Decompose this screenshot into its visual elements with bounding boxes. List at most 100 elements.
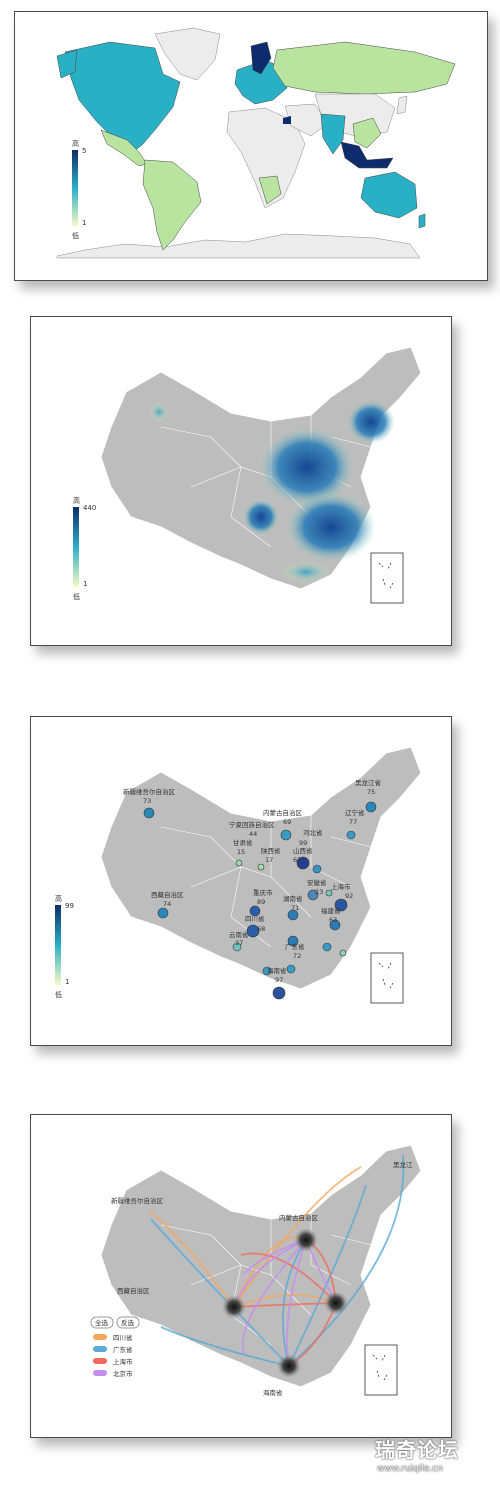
region-southern-africa[interactable] — [258, 175, 282, 205]
map-label: 新疆维吾尔自治区 — [111, 1196, 164, 1205]
map-label: 海南省 — [263, 1388, 283, 1397]
region-value: 37 — [235, 939, 243, 947]
region-central-america[interactable] — [100, 129, 148, 167]
legend-swatch — [93, 1370, 107, 1376]
flow-line-sichuan[interactable] — [148, 1210, 235, 1308]
bubble[interactable] — [334, 898, 348, 912]
bubble[interactable] — [257, 863, 265, 871]
map-label: 内蒙古自治区 — [279, 1213, 319, 1222]
bubble[interactable] — [346, 830, 356, 840]
bubble[interactable] — [272, 986, 286, 1000]
region-indonesia[interactable] — [340, 141, 394, 169]
hub-beijing[interactable] — [294, 1228, 318, 1252]
region-scandinavia[interactable] — [250, 41, 272, 75]
legend-high-value: 440 — [83, 504, 96, 512]
heat-blob-south — [280, 560, 332, 584]
flow-line-guangdong[interactable] — [288, 1184, 367, 1367]
region-label: 西藏自治区 — [151, 890, 184, 899]
bubble[interactable] — [296, 856, 310, 870]
hubs — [222, 1228, 348, 1378]
region-value: 15 — [237, 848, 245, 856]
bubble[interactable] — [312, 864, 322, 874]
region-southeast-asia[interactable] — [352, 117, 382, 149]
bubble[interactable] — [325, 889, 333, 897]
heat-blob-northeast — [347, 400, 395, 444]
region-south-america[interactable] — [142, 159, 202, 251]
region-alaska[interactable] — [56, 49, 78, 79]
region-new-zealand[interactable] — [418, 213, 426, 229]
region-arabian-dark[interactable] — [283, 116, 291, 124]
flow-line-shanghai[interactable] — [240, 1252, 337, 1304]
region-value: 92 — [345, 892, 353, 900]
region-value: 69 — [283, 818, 291, 826]
bubble[interactable] — [287, 909, 299, 921]
region-label: 陕西省 — [261, 846, 281, 855]
region-label: 黑龙江省 — [355, 778, 382, 787]
bubble[interactable] — [143, 807, 155, 819]
region-label: 安徽省 — [307, 878, 327, 887]
region-russia[interactable] — [272, 41, 456, 95]
map-label: 西藏自治区 — [117, 1286, 150, 1295]
legend-low-value: 1 — [65, 978, 69, 986]
region-value: 62 — [293, 856, 301, 864]
hub-sichuan[interactable] — [222, 1295, 246, 1319]
region-label: 辽宁省 — [345, 808, 365, 817]
heat-blob-west — [243, 499, 279, 535]
region-label: 四川省 — [245, 914, 265, 923]
legend-item-sichuan[interactable]: 四川省 — [93, 1333, 133, 1342]
region-europe[interactable] — [234, 59, 288, 105]
legend-low-value: 1 — [82, 219, 86, 227]
heat-blob-north — [259, 427, 355, 507]
china-bubble-map: 新疆维吾尔自治区 73 黑龙江省 75 辽宁省 77 内蒙古自治区 69 宁夏回… — [55, 746, 422, 1004]
bubble[interactable] — [232, 942, 242, 952]
bubble[interactable] — [329, 919, 341, 931]
flow-line-guangdong[interactable] — [150, 1218, 290, 1367]
region-label: 重庆市 — [253, 888, 273, 897]
flow-line-guangdong[interactable] — [281, 1239, 307, 1367]
region-africa[interactable] — [226, 107, 306, 209]
region-antarctica[interactable] — [56, 233, 421, 259]
region-label: 山西省 — [293, 846, 313, 855]
bubble[interactable] — [365, 801, 377, 813]
select-all-label: 全选 — [95, 1318, 109, 1327]
bubble[interactable] — [287, 935, 299, 947]
select-all-button[interactable]: 全选 — [90, 1316, 114, 1329]
region-india[interactable] — [320, 113, 346, 155]
legend-low-label: 低 — [72, 231, 79, 240]
region-greenland[interactable] — [154, 27, 221, 81]
invert-button[interactable]: 反选 — [116, 1316, 140, 1329]
bubble[interactable] — [286, 964, 296, 974]
region-value: 89 — [257, 898, 265, 906]
bubble[interactable] — [262, 966, 272, 976]
legend-high-value: 99 — [65, 902, 74, 910]
province-borders — [160, 815, 372, 948]
bubble[interactable] — [157, 907, 169, 919]
bubble[interactable] — [307, 889, 319, 901]
bubble[interactable] — [235, 859, 243, 867]
legend-item-beijing[interactable]: 北京市 — [93, 1369, 133, 1378]
bubble[interactable] — [322, 942, 332, 952]
legend-label: 广东省 — [113, 1345, 133, 1354]
region-value: 23 — [315, 888, 323, 896]
bubble[interactable] — [339, 949, 347, 957]
legend-label: 四川省 — [113, 1333, 133, 1342]
flow-line-sichuan[interactable] — [233, 1166, 362, 1308]
legend-item-shanghai[interactable]: 上海市 — [93, 1357, 133, 1366]
region-north-america[interactable] — [64, 41, 181, 155]
legend-low-value: 1 — [83, 580, 87, 588]
bubble[interactable] — [246, 924, 260, 938]
legend-label: 北京市 — [113, 1369, 133, 1378]
region-japan[interactable] — [396, 95, 408, 115]
region-value: 74 — [163, 900, 171, 908]
legend-item-guangdong[interactable]: 广东省 — [93, 1345, 133, 1354]
watermark-subtitle: www.ruiqile.cn — [377, 1464, 443, 1474]
flow-line-beijing[interactable] — [241, 1239, 307, 1356]
legend-low-label: 低 — [55, 990, 62, 999]
hub-shanghai[interactable] — [324, 1291, 348, 1315]
region-australia[interactable] — [360, 171, 418, 219]
watermark-title: 瑞奇论坛 — [375, 1438, 459, 1462]
flow-line-guangdong[interactable] — [160, 1326, 290, 1367]
bubble[interactable] — [280, 829, 292, 841]
hub-guangdong[interactable] — [277, 1354, 301, 1378]
bubble[interactable] — [249, 905, 261, 917]
